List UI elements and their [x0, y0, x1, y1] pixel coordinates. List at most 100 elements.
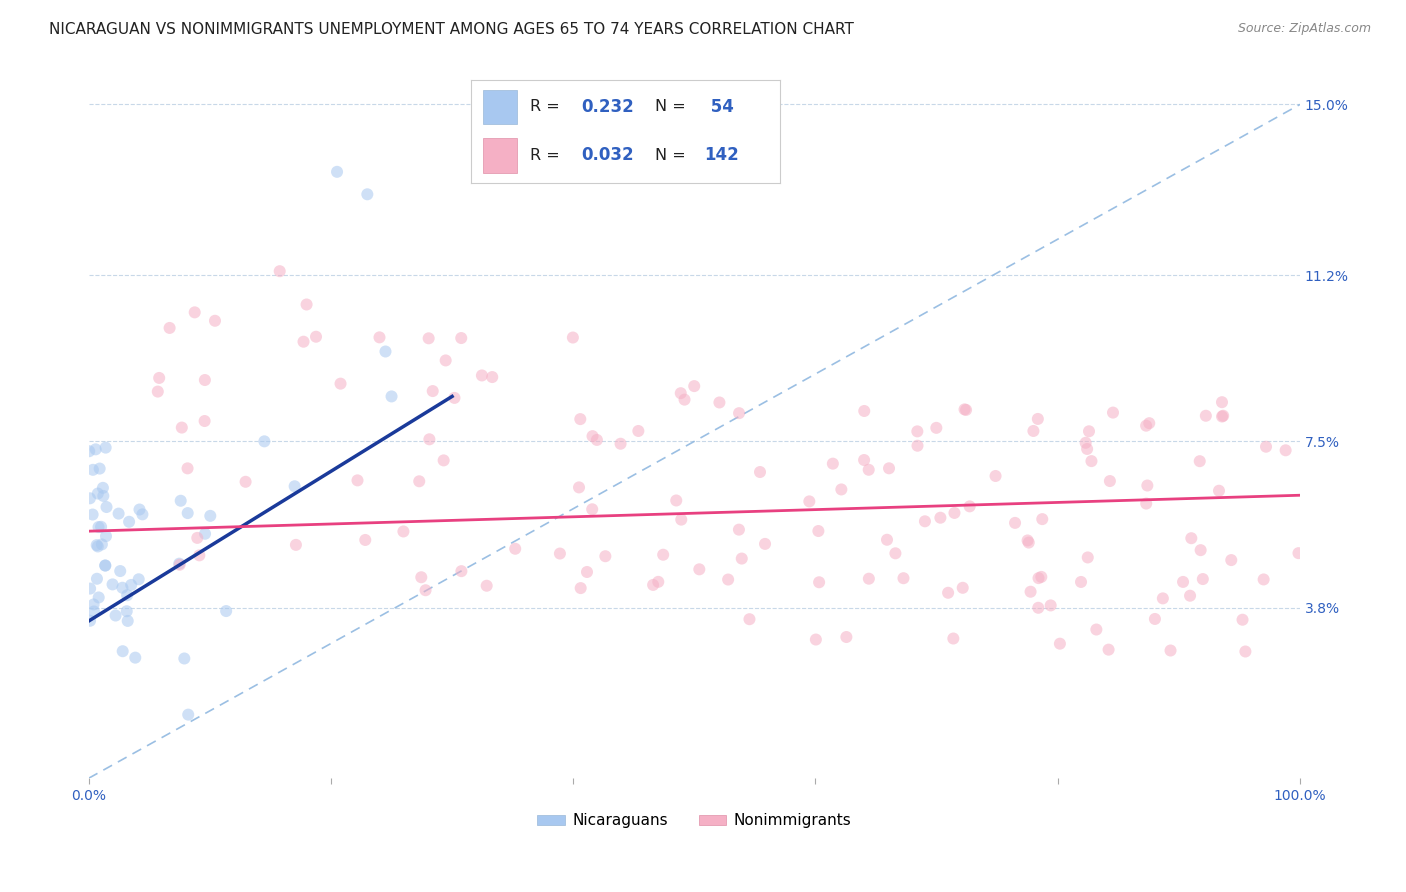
Point [1189, 543, 1212, 558]
Point [1074, 435, 1097, 450]
Point [434, 353, 457, 368]
Point [115, 604, 138, 618]
Point [450, 564, 472, 578]
Point [253, 434, 276, 449]
Point [235, 475, 257, 489]
Point [374, 344, 396, 359]
Point [89, 461, 111, 475]
Point [1135, 497, 1157, 511]
Point [984, 469, 1007, 483]
Point [652, 548, 675, 562]
Point [82, 508, 104, 522]
Point [858, 463, 880, 477]
Point [1019, 584, 1042, 599]
Point [83, 604, 105, 618]
Point [942, 632, 965, 646]
Point [1028, 571, 1050, 585]
Point [1026, 412, 1049, 426]
Point [110, 564, 132, 578]
Point [408, 475, 430, 489]
Point [82, 463, 104, 477]
Point [1254, 440, 1277, 454]
Point [717, 573, 740, 587]
Point [1274, 443, 1296, 458]
Point [925, 421, 948, 435]
Point [107, 507, 129, 521]
Text: N =: N = [655, 99, 690, 114]
Point [120, 578, 142, 592]
Point [1102, 406, 1125, 420]
Point [952, 581, 974, 595]
Point [87, 520, 110, 534]
Point [176, 506, 198, 520]
Point [380, 389, 402, 403]
Point [200, 508, 222, 523]
Point [936, 586, 959, 600]
Point [749, 465, 772, 479]
Point [131, 508, 153, 522]
Point [647, 574, 669, 589]
Text: 0.232: 0.232 [581, 98, 634, 116]
Legend: Nicaraguans, Nonimmigrants: Nicaraguans, Nonimmigrants [531, 807, 858, 834]
Point [356, 187, 378, 202]
Point [1080, 454, 1102, 468]
Point [877, 461, 900, 475]
Point [943, 506, 966, 520]
Point [443, 391, 465, 405]
Point [86, 572, 108, 586]
Point [914, 514, 936, 528]
Point [1031, 570, 1053, 584]
Point [188, 549, 211, 563]
Point [929, 510, 952, 524]
Point [177, 707, 200, 722]
Point [1078, 425, 1101, 439]
Text: R =: R = [530, 148, 565, 162]
Point [955, 403, 977, 417]
Point [1098, 474, 1121, 488]
Point [91, 481, 114, 495]
Point [671, 513, 693, 527]
Point [292, 334, 315, 349]
Point [1178, 589, 1201, 603]
Point [953, 402, 976, 417]
Point [688, 562, 710, 576]
Point [433, 453, 456, 467]
Point [111, 581, 134, 595]
Point [1288, 546, 1310, 560]
Point [1137, 416, 1160, 430]
Point [575, 565, 598, 579]
Point [1208, 483, 1230, 498]
Point [1026, 600, 1049, 615]
Point [738, 612, 761, 626]
Point [124, 650, 146, 665]
Point [754, 537, 776, 551]
Point [728, 406, 751, 420]
Point [1220, 553, 1243, 567]
Point [128, 502, 150, 516]
Point [146, 384, 169, 399]
Point [1152, 591, 1174, 606]
Point [194, 526, 217, 541]
Point [411, 570, 433, 584]
Point [167, 557, 190, 571]
Point [1135, 418, 1157, 433]
Point [1039, 599, 1062, 613]
Point [1160, 643, 1182, 657]
Point [481, 370, 503, 384]
Point [1232, 613, 1254, 627]
Point [1211, 395, 1233, 409]
Point [118, 515, 141, 529]
Point [94, 529, 117, 543]
Point [104, 608, 127, 623]
Point [1188, 454, 1211, 468]
Point [194, 414, 217, 428]
Point [148, 371, 170, 385]
Text: 0.032: 0.032 [581, 146, 634, 164]
Point [94, 558, 117, 573]
Point [79, 614, 101, 628]
Point [1171, 574, 1194, 589]
Point [1253, 573, 1275, 587]
Point [1022, 424, 1045, 438]
Point [422, 384, 444, 398]
Point [1004, 516, 1026, 530]
